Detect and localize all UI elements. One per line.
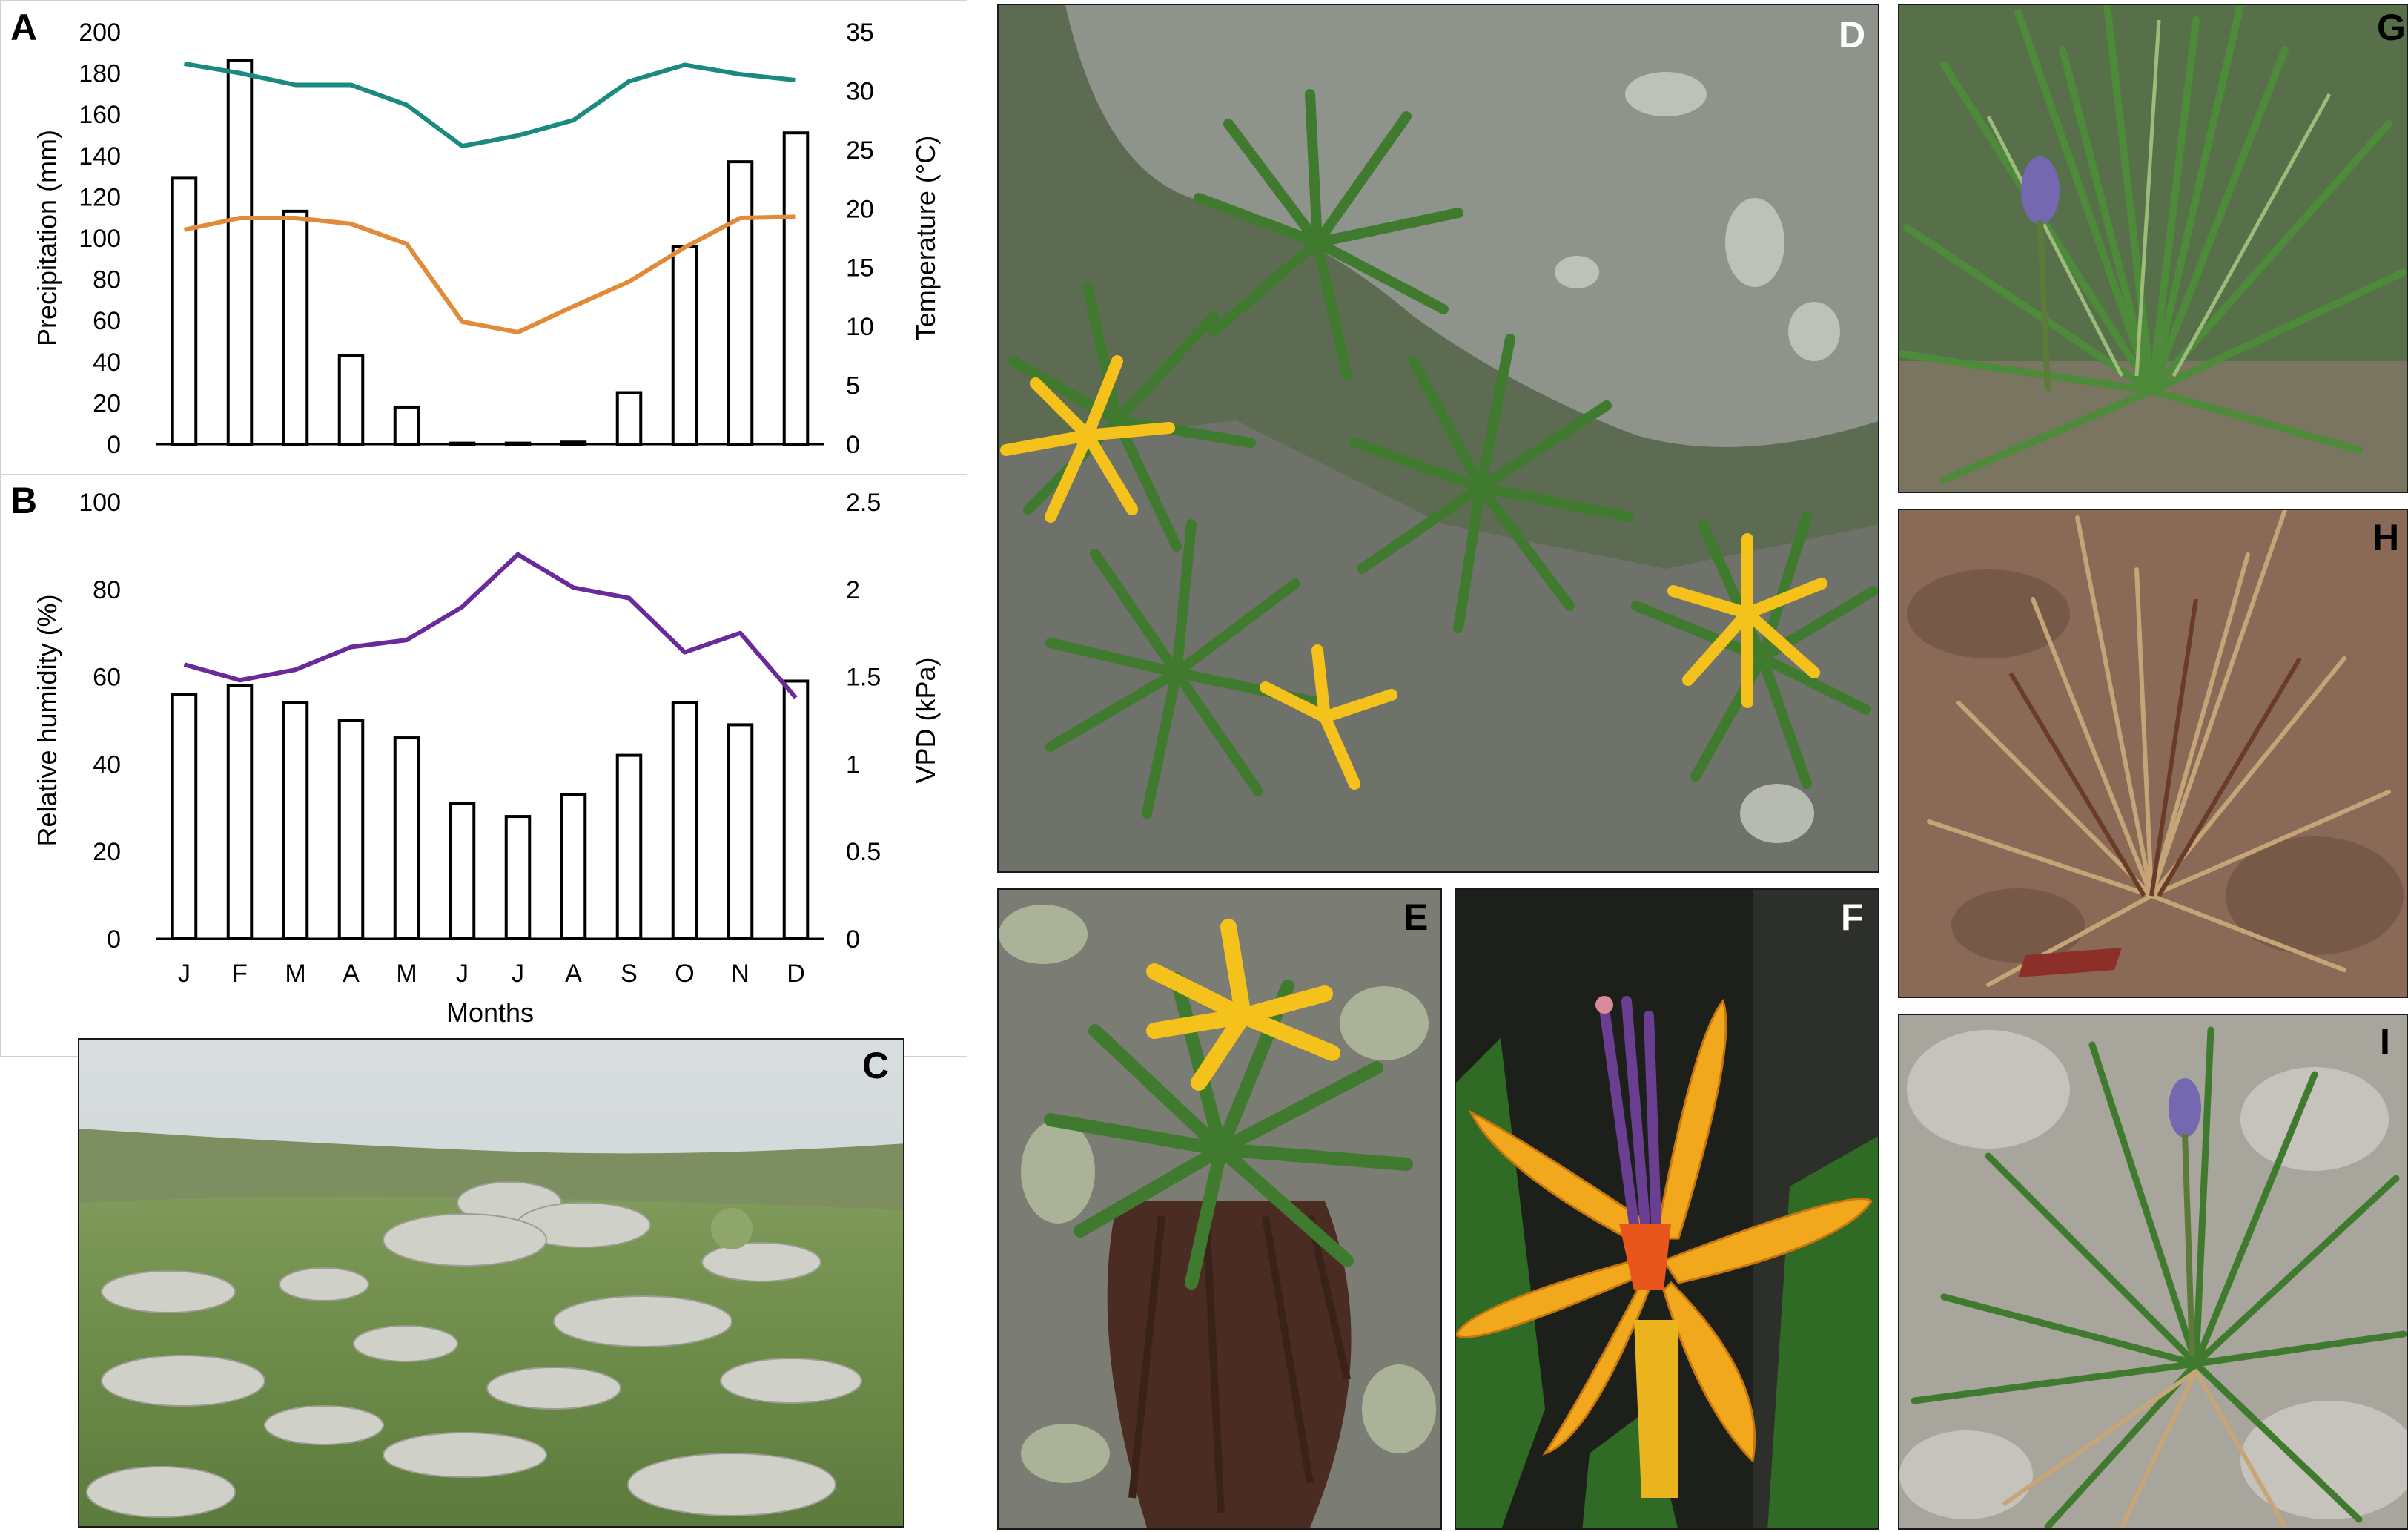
x-tick-label: O <box>675 960 694 988</box>
bar <box>449 441 476 446</box>
y2-tick-label: 2 <box>846 576 860 604</box>
y-tick-label: 100 <box>79 489 121 517</box>
x-tick-label: A <box>343 960 360 988</box>
humidity-chart: 0 20 40 60 80 100 0 0.5 1 1.5 2 2.5 J F M A M J J A S O N D Mont… <box>32 489 941 1028</box>
x-tick-label: M <box>396 960 417 988</box>
y-tick-label: 80 <box>93 576 121 604</box>
panel-label-d: D <box>1839 14 1866 56</box>
bar <box>727 160 754 446</box>
bar <box>504 441 532 446</box>
y2-tick-label: 10 <box>846 313 874 341</box>
y2-tick-label: 35 <box>846 19 874 47</box>
bar <box>282 701 309 940</box>
x-tick-label: J <box>178 960 191 988</box>
y-tick-label: 20 <box>93 389 121 417</box>
panel-label-e: E <box>1403 897 1429 938</box>
bar <box>393 405 420 446</box>
bar <box>782 679 810 940</box>
series-line <box>183 61 796 149</box>
photo-flower-closeup <box>1455 888 1879 1530</box>
bar <box>337 719 365 940</box>
y-tick-label: 40 <box>93 349 121 377</box>
panel-label-a: A <box>10 7 38 48</box>
climate-chart: 0 20 40 60 80 100 120 140 160 180 200 0 5 10 15 20 25 30 3… <box>32 19 941 459</box>
panel-label-f: F <box>1841 897 1864 938</box>
bar <box>782 131 810 446</box>
y2-tick-label: 0 <box>846 431 860 459</box>
series-line <box>183 214 796 335</box>
x-tick-label: A <box>565 960 582 988</box>
y2-tick-label: 5 <box>846 372 860 400</box>
x-tick-label: N <box>731 960 750 988</box>
y2-tick-label: 20 <box>846 195 874 223</box>
photo-plant-on-rock <box>1898 1014 2408 1530</box>
y2-tick-label: 2.5 <box>846 489 881 517</box>
bar <box>337 354 365 446</box>
photo-landscape <box>78 1038 904 1528</box>
x-tick-label: J <box>512 960 524 988</box>
bar <box>226 59 254 446</box>
y-tick-label: 120 <box>79 183 121 211</box>
photo-rosettes-on-rock <box>997 4 1879 873</box>
y-tick-label: 180 <box>79 60 121 88</box>
bar <box>504 815 532 940</box>
bar <box>727 723 754 940</box>
bar <box>171 176 198 446</box>
y-tick-label: 200 <box>79 19 121 47</box>
y2-tick-label: 30 <box>846 77 874 105</box>
y2-tick-label: 0.5 <box>846 838 881 866</box>
x-tick-label: J <box>456 960 469 988</box>
bar <box>615 753 643 940</box>
bar <box>282 209 309 446</box>
x-tick-label: M <box>285 960 305 988</box>
panel-label-c: C <box>862 1045 890 1086</box>
bar <box>560 793 587 940</box>
panel-label-g: G <box>2377 7 2406 48</box>
y-tick-label: 0 <box>107 925 121 954</box>
y-tick-label: 140 <box>79 142 121 171</box>
y2-tick-label: 15 <box>846 254 874 283</box>
x-axis-title: Months <box>446 997 534 1028</box>
bar <box>615 391 643 446</box>
y-tick-label: 160 <box>79 101 121 129</box>
bar <box>393 736 420 940</box>
y2-tick-label: 25 <box>846 136 874 165</box>
y2-tick-label: 0 <box>846 925 860 954</box>
y-axis-title: Precipitation (mm) <box>32 130 62 346</box>
y2-tick-label: 1 <box>846 750 860 779</box>
photo-single-rosette <box>997 888 1442 1530</box>
y-tick-label: 60 <box>93 307 121 335</box>
bar <box>171 693 198 940</box>
y-tick-label: 100 <box>79 225 121 253</box>
y-tick-label: 20 <box>93 838 121 866</box>
photo-plant-with-bud <box>1898 4 2408 493</box>
series-line <box>183 552 798 699</box>
x-tick-label: S <box>621 960 638 988</box>
x-tick-label: D <box>787 960 805 988</box>
y2-tick-label: 1.5 <box>846 664 881 692</box>
panel-label-h: H <box>2372 517 2400 558</box>
y2-axis-title: VPD (kPa) <box>910 657 941 783</box>
y-axis-title: Relative humidity (%) <box>32 594 62 846</box>
bar <box>671 245 698 446</box>
bar <box>449 802 476 940</box>
chart-panel-a: 0 20 40 60 80 100 120 140 160 180 200 0 5 10 15 20 25 30 3… <box>0 0 968 475</box>
panel-label-b: B <box>10 480 38 521</box>
y2-axis-title: Temperature (°C) <box>910 136 941 340</box>
y-tick-label: 0 <box>107 431 121 459</box>
x-tick-label: F <box>232 960 248 988</box>
photo-dry-plant <box>1898 509 2408 998</box>
panel-label-i: I <box>2380 1021 2390 1063</box>
y-tick-label: 60 <box>93 664 121 692</box>
chart-panel-b: 0 20 40 60 80 100 0 0.5 1 1.5 2 2.5 J F M A M J J A S O N D Mont… <box>0 475 968 1057</box>
bar <box>671 701 698 940</box>
y-tick-label: 40 <box>93 750 121 779</box>
bar <box>560 440 587 446</box>
bar <box>226 684 254 940</box>
y-tick-label: 80 <box>93 266 121 294</box>
